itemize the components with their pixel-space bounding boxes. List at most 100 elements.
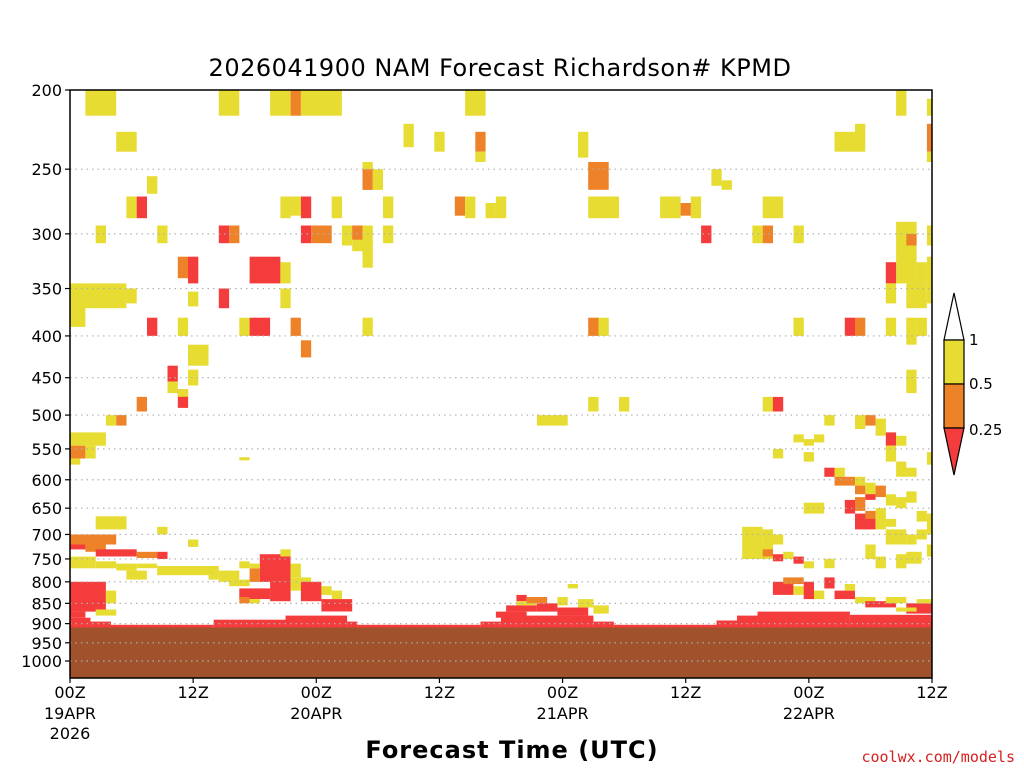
ri-cell bbox=[188, 256, 199, 284]
ri-cell bbox=[116, 415, 127, 426]
ri-cell bbox=[906, 534, 917, 545]
ri-cell bbox=[885, 432, 897, 446]
ri-cell bbox=[270, 581, 291, 602]
ri-cell bbox=[875, 485, 886, 497]
ri-cell bbox=[926, 544, 932, 557]
x-tick-year: 2026 bbox=[50, 724, 91, 743]
ri-cell bbox=[772, 581, 794, 595]
y-tick-label: 950 bbox=[31, 634, 62, 653]
ri-cell bbox=[721, 180, 732, 190]
ri-cell bbox=[885, 518, 897, 527]
ri-cell bbox=[362, 317, 373, 336]
x-tick-label: 00Z bbox=[547, 683, 578, 702]
ri-cell bbox=[300, 340, 312, 358]
ri-cell bbox=[70, 581, 106, 612]
x-tick-date: 20APR bbox=[290, 704, 342, 723]
ri-cell bbox=[834, 131, 855, 152]
ri-cell bbox=[70, 283, 86, 327]
ri-cell bbox=[916, 529, 927, 540]
ri-cell bbox=[126, 288, 137, 304]
ri-cell bbox=[772, 396, 784, 412]
ri-cell bbox=[855, 476, 866, 486]
plot-frame bbox=[69, 89, 933, 679]
ri-cell bbox=[239, 561, 250, 569]
ri-cell bbox=[875, 418, 886, 436]
ri-cell bbox=[485, 203, 496, 219]
ri-cell bbox=[588, 396, 599, 412]
ri-cell bbox=[331, 590, 342, 600]
ri-cell bbox=[855, 497, 866, 511]
ri-cell bbox=[465, 196, 476, 219]
ri-cell bbox=[147, 317, 158, 336]
ri-cell bbox=[536, 603, 558, 612]
ri-cell bbox=[896, 497, 907, 509]
legend-label: 0.5 bbox=[969, 375, 993, 393]
ri-cell bbox=[855, 485, 866, 495]
ri-cell bbox=[865, 482, 876, 495]
ri-cell bbox=[177, 317, 189, 336]
ri-cell bbox=[167, 381, 178, 394]
ri-cell bbox=[598, 317, 609, 336]
legend-label: 1 bbox=[969, 331, 979, 349]
ri-cell bbox=[567, 584, 578, 589]
ri-cell bbox=[357, 624, 481, 628]
ri-cell bbox=[300, 90, 342, 116]
y-tick-label: 600 bbox=[31, 471, 62, 490]
ri-cell bbox=[762, 529, 773, 545]
ri-cell bbox=[218, 288, 230, 309]
y-tick-label: 700 bbox=[31, 525, 62, 544]
ri-cell bbox=[270, 90, 291, 116]
ri-cell bbox=[834, 467, 845, 477]
legend-swatch bbox=[943, 383, 965, 429]
ri-cell bbox=[896, 221, 917, 284]
ground-block bbox=[70, 627, 932, 678]
ri-cell bbox=[475, 131, 486, 152]
ri-cell bbox=[70, 432, 106, 446]
ri-cell bbox=[95, 609, 117, 616]
ri-cell bbox=[885, 494, 897, 506]
x-tick-date: 19APR bbox=[44, 704, 96, 723]
ri-cell bbox=[147, 176, 158, 194]
x-tick-label: 00Z bbox=[54, 683, 85, 702]
ri-cell bbox=[855, 317, 866, 336]
y-tick-label: 400 bbox=[31, 327, 62, 346]
ri-cell bbox=[285, 615, 348, 628]
ri-cell bbox=[280, 262, 291, 284]
ri-cell bbox=[536, 415, 568, 426]
ri-cell bbox=[403, 123, 414, 148]
ri-cell bbox=[613, 624, 717, 628]
ri-cell bbox=[249, 317, 271, 336]
ri-cell bbox=[885, 597, 907, 604]
ri-cell bbox=[95, 516, 127, 530]
y-tick-label: 350 bbox=[31, 280, 62, 299]
ri-cell bbox=[793, 317, 804, 336]
ri-cell bbox=[213, 619, 286, 628]
ri-cell bbox=[865, 544, 876, 559]
ri-cell bbox=[218, 225, 230, 244]
ri-cell bbox=[916, 599, 932, 604]
ri-cell bbox=[95, 549, 137, 557]
ri-cell bbox=[578, 131, 589, 158]
ri-cell bbox=[772, 448, 784, 459]
y-tick-label: 750 bbox=[31, 550, 62, 569]
ri-cell bbox=[177, 389, 189, 397]
x-axis-label: Forecast Time (UTC) bbox=[365, 736, 658, 764]
legend: 1 0.5 0.25 bbox=[943, 292, 1002, 476]
ri-cell bbox=[501, 615, 594, 628]
x-tick-date: 21APR bbox=[537, 704, 589, 723]
ri-cell bbox=[177, 389, 189, 408]
ri-cell bbox=[716, 620, 737, 628]
ri-cell bbox=[557, 597, 568, 606]
legend-arrow-top bbox=[943, 292, 965, 341]
ri-cell bbox=[762, 196, 784, 219]
ri-cell bbox=[454, 196, 466, 216]
ri-cell bbox=[803, 561, 814, 569]
ri-cell bbox=[588, 317, 599, 336]
ri-cell bbox=[85, 544, 106, 552]
ri-cell bbox=[844, 317, 856, 336]
y-tick-label: 300 bbox=[31, 225, 62, 244]
ri-cell bbox=[475, 151, 486, 162]
ri-cell bbox=[516, 594, 527, 602]
ri-cell bbox=[321, 599, 353, 612]
